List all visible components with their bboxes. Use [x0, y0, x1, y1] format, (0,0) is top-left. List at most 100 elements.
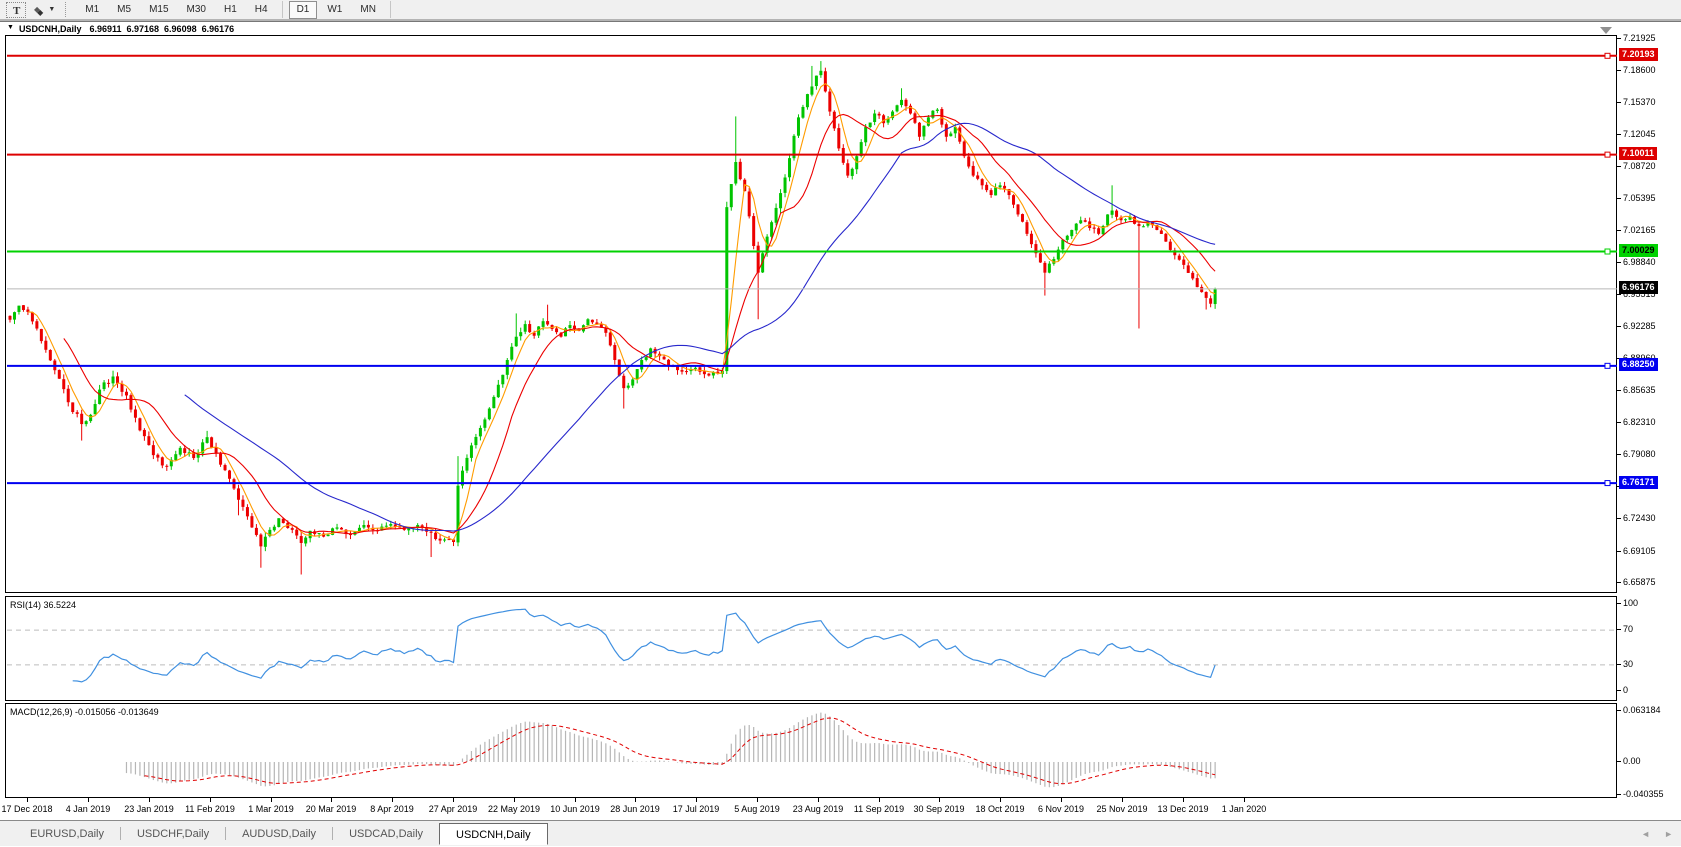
hline-handle: [1604, 52, 1611, 59]
timeframe-button-m15[interactable]: M15: [141, 1, 176, 19]
tab-scroll-arrows: ◄ ►: [1641, 821, 1673, 847]
timeframe-button-mn[interactable]: MN: [352, 1, 384, 19]
rsi-chart-canvas[interactable]: [7, 598, 1617, 701]
rsi-tick-label: 0: [1623, 685, 1629, 695]
axis-tick: [1617, 710, 1621, 711]
date-label: 11 Sep 2019: [853, 804, 905, 814]
date-label: 17 Dec 2018: [1, 804, 53, 814]
macd-indicator-panel[interactable]: MACD(12,26,9) -0.015056 -0.013649: [5, 703, 1617, 798]
toolbar-drag-handle[interactable]: [65, 2, 70, 17]
date-label: 13 Dec 2019: [1157, 804, 1209, 814]
tab-separator: [119, 827, 121, 840]
chart-shift-marker-icon[interactable]: [1600, 27, 1612, 34]
hline-handle: [1604, 248, 1611, 255]
date-tick: [331, 798, 332, 802]
rsi-tick-label: 30: [1623, 659, 1634, 669]
hline-handle: [1604, 362, 1611, 369]
toolbar-separator: [389, 1, 391, 18]
timeframe-button-h1[interactable]: H1: [216, 1, 245, 19]
text-label-tool-button[interactable]: T: [6, 1, 26, 18]
rsi-indicator-panel[interactable]: RSI(14) 36.5224: [5, 596, 1617, 701]
macd-histogram: [125, 712, 1216, 788]
date-tick: [635, 798, 636, 802]
date-tick: [27, 798, 28, 802]
axis-tick: [1617, 454, 1621, 455]
date-label: 10 Jun 2019: [550, 804, 600, 814]
date-label: 1 Jan 2020: [1221, 804, 1267, 814]
timeframe-button-w1[interactable]: W1: [319, 1, 350, 19]
price-tick-label: 6.82310: [1623, 417, 1656, 427]
date-tick: [1000, 798, 1001, 802]
price-tick-label: 7.15370: [1623, 97, 1656, 107]
date-tick: [939, 798, 940, 802]
main-price-chart[interactable]: [5, 35, 1617, 593]
date-label: 20 Mar 2019: [305, 804, 357, 814]
price-tick-label: 6.95515: [1623, 289, 1656, 299]
chart-tab-bar: EURUSD,Daily USDCHF,Daily AUDUSD,Daily USDC…: [0, 820, 1681, 846]
axis-tick: [1617, 629, 1621, 630]
price-tick-label: 6.98840: [1623, 257, 1656, 267]
macd-label: MACD(12,26,9) -0.015056 -0.013649: [10, 707, 159, 717]
hline-price-badge: 6.88250: [1619, 358, 1658, 371]
axis-tick: [1617, 166, 1621, 167]
date-label: 23 Aug 2019: [792, 804, 844, 814]
tab-scroll-left-icon[interactable]: ◄: [1641, 829, 1651, 839]
date-tick: [879, 798, 880, 802]
axis-tick: [1617, 422, 1621, 423]
price-tick-label: 6.79080: [1623, 449, 1656, 459]
axis-tick: [1617, 690, 1621, 691]
date-tick: [88, 798, 89, 802]
macd-chart-canvas[interactable]: [7, 705, 1617, 798]
tab-eurusd[interactable]: EURUSD,Daily: [30, 827, 104, 840]
tab-usdcad[interactable]: USDCAD,Daily: [349, 827, 424, 840]
price-tick-label: 7.05395: [1623, 193, 1656, 203]
date-tick: [514, 798, 515, 802]
tab-audusd[interactable]: AUDUSD,Daily: [242, 827, 317, 840]
timeframe-button-m5[interactable]: M5: [109, 1, 139, 19]
ohlc-open-value: 6.96911: [89, 23, 122, 34]
price-tick-label: 7.12045: [1623, 129, 1656, 139]
date-tick: [392, 798, 393, 802]
date-tick: [149, 798, 150, 802]
date-tick: [575, 798, 576, 802]
axis-tick: [1617, 262, 1621, 263]
axis-tick: [1617, 664, 1621, 665]
tab-scroll-right-icon[interactable]: ►: [1664, 829, 1673, 839]
price-tick-label: 6.69105: [1623, 546, 1656, 556]
date-tick: [696, 798, 697, 802]
hline-price-badge: 7.20193: [1619, 48, 1658, 61]
chart-tabs: EURUSD,Daily USDCHF,Daily AUDUSD,Daily USDC…: [14, 822, 548, 845]
axis-tick: [1617, 326, 1621, 327]
tab-usdchf[interactable]: USDCHF,Daily: [136, 827, 210, 840]
chevron-down-icon: ▼: [7, 24, 14, 31]
tab-usdcnh[interactable]: USDCNH,Daily: [439, 822, 548, 845]
price-tick-label: 6.65875: [1623, 577, 1656, 587]
rsi-tick-label: 100: [1623, 598, 1639, 608]
axis-tick: [1617, 134, 1621, 135]
axis-tick: [1617, 390, 1621, 391]
timeframe-button-m1[interactable]: M1: [77, 1, 107, 19]
timeframe-button-m30[interactable]: M30: [179, 1, 214, 19]
axis-tick: [1617, 603, 1621, 604]
axis-tick: [1617, 518, 1621, 519]
date-label: 6 Nov 2019: [1037, 804, 1085, 814]
date-label: 5 Aug 2019: [734, 804, 780, 814]
rsi-label: RSI(14) 36.5224: [10, 600, 77, 610]
candlestick-chart-canvas[interactable]: [7, 37, 1617, 593]
timeframe-button-h4[interactable]: H4: [247, 1, 276, 19]
date-tick: [453, 798, 454, 802]
date-axis[interactable]: 17 Dec 2018 4 Jan 2019 23 Jan 2019 11 Feb 2…: [0, 798, 1681, 821]
objects-dropdown-button[interactable]: ◆ ◆ ▼: [34, 2, 55, 18]
current-price-badge: 6.96176: [1619, 281, 1658, 294]
timeframe-button-d1[interactable]: D1: [288, 0, 318, 19]
date-tick: [271, 798, 272, 802]
chart-symbol-title: USDCNH,Daily: [18, 23, 82, 34]
tab-separator: [225, 827, 227, 840]
axis-tick: [1617, 551, 1621, 552]
date-tick: [210, 798, 211, 802]
diamond-icon: ◆: [37, 7, 44, 17]
chart-title-bar[interactable]: ▼ USDCNH,Daily 6.96911 6.97168 6.96098 6…: [7, 23, 239, 34]
price-tick-label: 6.72430: [1623, 513, 1656, 523]
axis-tick: [1617, 294, 1621, 295]
